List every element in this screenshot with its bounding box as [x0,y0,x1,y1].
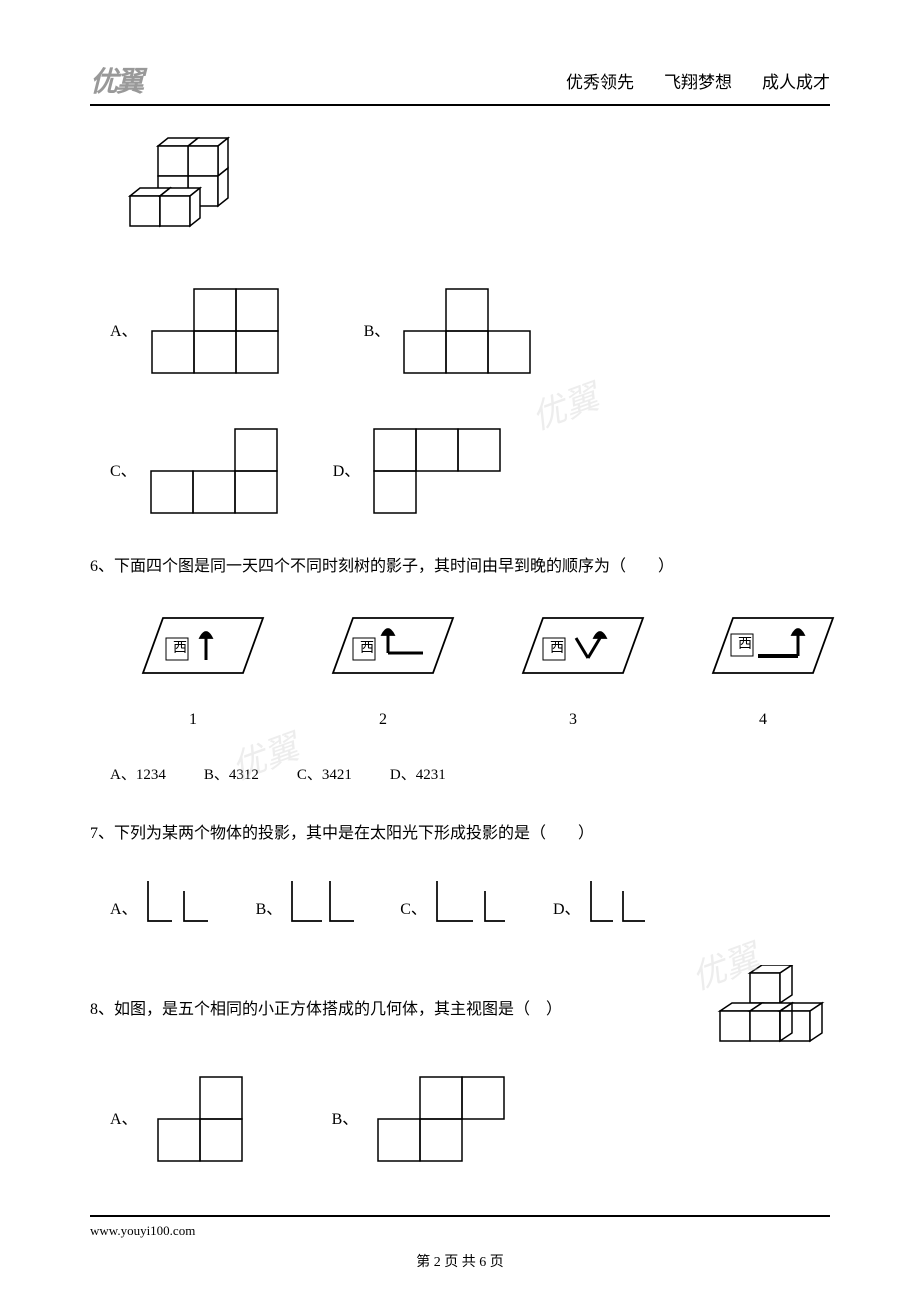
q5-opt-a-label: A、 [110,317,138,347]
footer-url: www.youyi100.com [90,1223,195,1238]
slogan-2: 飞翔梦想 [664,68,732,93]
q5-opt-b-label: B、 [364,317,391,347]
header-slogans: 优秀领先 飞翔梦想 成人成才 [566,68,830,93]
svg-text:西: 西 [173,641,187,656]
q7-opt-a: A、 [110,877,216,925]
q5-options-row-1: A、 B、 [110,287,830,377]
q7-opt-c-label: C、 [400,895,427,925]
q6-figures: 西 1 西 2 [118,608,830,736]
q5-opt-c-figure [149,427,279,517]
q7-opt-b: B、 [256,877,361,925]
q5-opt-a-figure [150,287,280,377]
q8-options: A、 B、 [110,1075,830,1165]
page-number: 第 2 页 共 6 页 [90,1251,830,1271]
q7-text: 7、下列为某两个物体的投影，其中是在太阳光下形成投影的是（ ） [90,819,830,849]
q7-opt-b-label: B、 [256,895,283,925]
q6-fig-2: 西 2 [308,608,458,736]
slogan-3: 成人成才 [762,68,830,93]
q8-opt-a-figure [156,1075,246,1165]
q8-row: 8、如图，是五个相同的小正方体搭成的几何体，其主视图是（ ） [90,965,830,1055]
q8-opt-b-label: B、 [332,1105,359,1135]
q5-3d-figure [110,136,830,257]
q6-choice-c: C、3421 [297,761,352,790]
q5-opt-d-label: D、 [333,457,361,487]
q6-text: 6、下面四个图是同一天四个不同时刻树的影子，其时间由早到晚的顺序为（ ） [90,552,830,582]
q5-opt-b-figure [402,287,532,377]
footer: www.youyi100.com [90,1215,830,1239]
q7-opt-d: D、 [553,877,653,925]
logo: 优翼 [90,60,142,100]
q6-fig-3: 西 3 [498,608,648,736]
q6-choices: A、1234 B、4312 C、3421 D、4231 [110,761,830,790]
svg-text:西: 西 [738,637,752,652]
q8-opt-a-label: A、 [110,1105,138,1135]
q6-fig-4: 西 4 [688,608,838,736]
page-header: 优翼 优秀领先 飞翔梦想 成人成才 [90,60,830,106]
svg-text:西: 西 [550,641,564,656]
q8-text: 8、如图，是五个相同的小正方体搭成的几何体，其主视图是（ ） [90,995,562,1025]
q6-choice-b: B、4312 [204,761,259,790]
q7-options: A、 B、 C、 D、 [110,877,830,925]
q5-opt-d-figure [372,427,502,517]
q6-fig-2-num: 2 [308,705,458,735]
q5-options-row-2: C、 D、 [110,427,830,517]
q8-opt-b-figure [376,1075,506,1165]
q7-opt-a-label: A、 [110,895,138,925]
q8-3d-figure [700,965,830,1055]
q6-choice-a: A、1234 [110,761,166,790]
q6-fig-4-num: 4 [688,705,838,735]
slogan-1: 优秀领先 [566,68,634,93]
q6-fig-1: 西 1 [118,608,268,736]
q6-fig-1-num: 1 [118,705,268,735]
content: A、 B、 C、 [90,136,830,1165]
q6-fig-3-num: 3 [498,705,648,735]
svg-text:西: 西 [360,641,374,656]
q6-choice-d: D、4231 [390,761,446,790]
q7-opt-d-label: D、 [553,895,581,925]
q5-opt-c-label: C、 [110,457,137,487]
q7-opt-c: C、 [400,877,513,925]
